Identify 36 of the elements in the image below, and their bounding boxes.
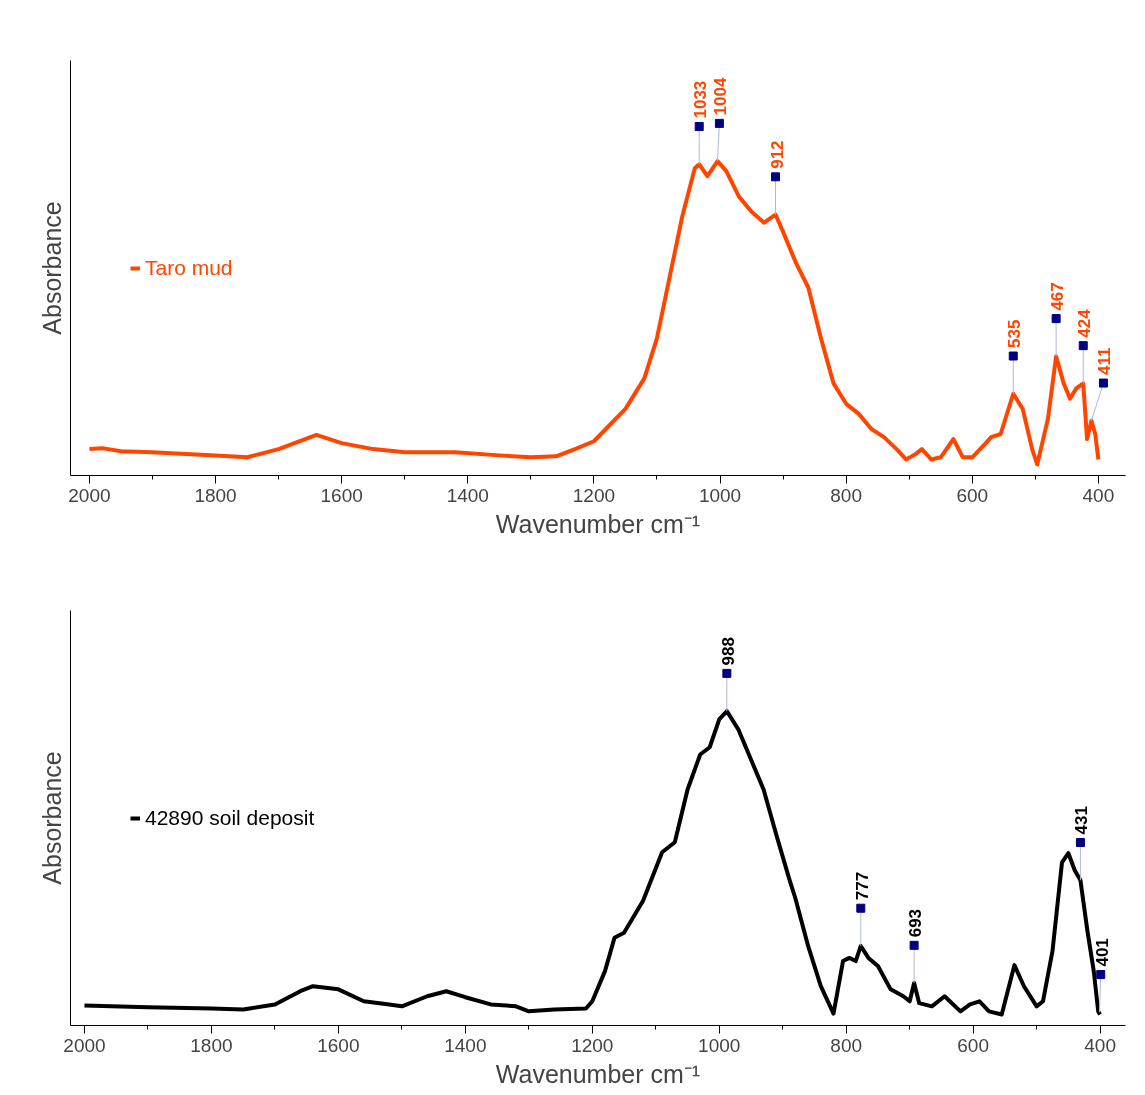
- annotation: 424: [1075, 308, 1095, 338]
- annotation: 411: [1095, 347, 1115, 376]
- annotation: 467: [1048, 282, 1068, 311]
- x-tick-label: 1400: [444, 1034, 487, 1056]
- x-tick-label: 1800: [194, 484, 237, 506]
- annotation: 401: [1092, 938, 1112, 967]
- annotation: 912: [767, 140, 787, 169]
- x-tick-label: 2000: [63, 1034, 106, 1056]
- annotation: 693: [906, 908, 926, 938]
- x-tick-label: 600: [956, 484, 989, 506]
- x-tick-label: 800: [830, 1034, 863, 1056]
- y-axis-title: Absorbance: [37, 751, 66, 885]
- legend-label: Taro mud: [145, 255, 233, 280]
- legend-label: 42890 soil deposit: [145, 805, 315, 830]
- x-tick-label: 1000: [698, 484, 742, 506]
- y-axis-title: Absorbance: [37, 201, 66, 335]
- annotation: 988: [718, 637, 738, 666]
- x-axis-title: Wavenumber cm⁻¹: [495, 509, 701, 538]
- x-tick-label: 1000: [698, 1034, 741, 1056]
- x-tick-label: 1600: [320, 484, 363, 506]
- x-tick-label: 400: [1084, 1034, 1116, 1056]
- annotation: 1004: [711, 77, 731, 116]
- annotation: 777: [852, 871, 872, 901]
- annotation: 1033: [691, 80, 711, 119]
- x-tick-label: 1600: [317, 1034, 360, 1056]
- x-tick-label: 400: [1082, 484, 1115, 506]
- x-tick-label: 1400: [446, 484, 489, 506]
- x-tick-label: 600: [957, 1034, 990, 1056]
- x-tick-label: 2000: [68, 484, 111, 506]
- x-tick-label: 800: [830, 484, 862, 506]
- x-tick-label: 1200: [571, 1034, 614, 1056]
- x-axis-title: Wavenumber cm⁻¹: [495, 1059, 701, 1088]
- x-tick-label: 1800: [190, 1034, 233, 1056]
- x-tick-label: 1200: [572, 484, 616, 506]
- annotation: 431: [1072, 806, 1092, 835]
- annotation: 535: [1005, 319, 1025, 349]
